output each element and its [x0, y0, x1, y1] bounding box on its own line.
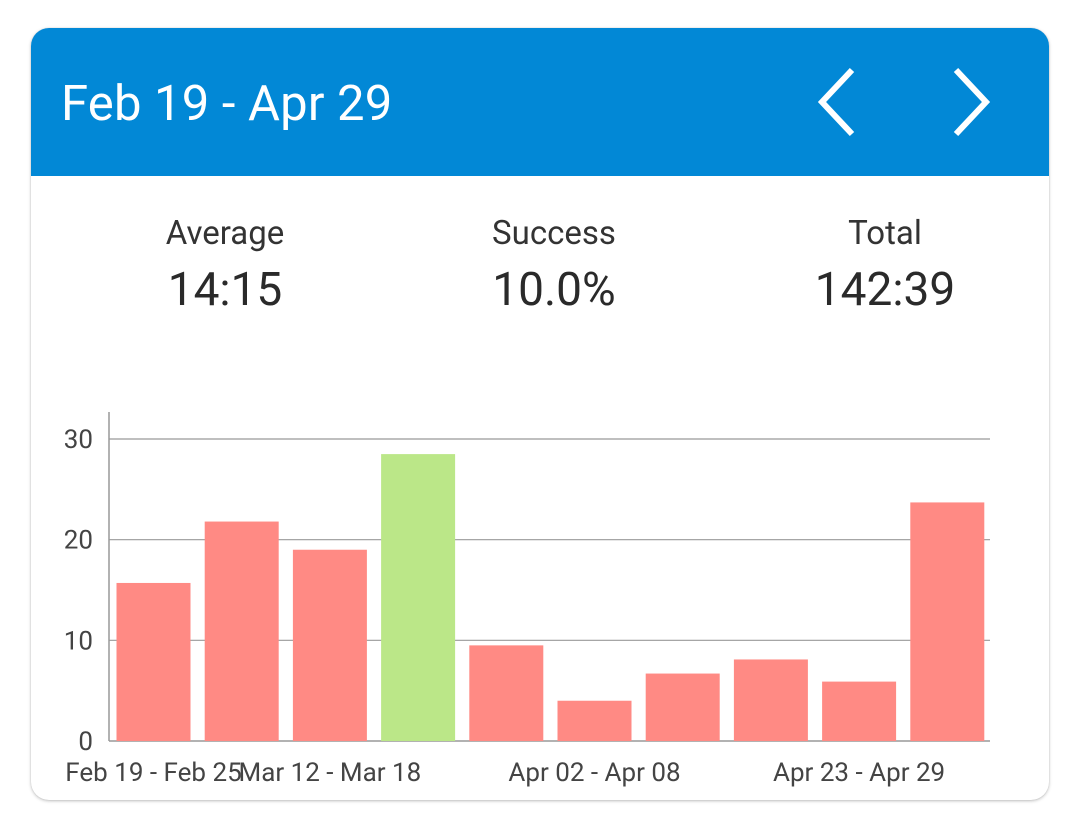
bar [116, 582, 191, 741]
stat-success: Success 10.0% [404, 214, 704, 318]
stat-average: Average 14:15 [75, 214, 375, 318]
stats-card: Feb 19 - Apr 29 Average 14:15 Success 10… [31, 28, 1049, 800]
chevron-left-icon [817, 67, 855, 137]
bar [645, 673, 720, 741]
date-range-title: Feb 19 - Apr 29 [61, 75, 393, 132]
y-tick-label: 30 [64, 425, 93, 455]
y-tick-label: 10 [64, 626, 93, 656]
x-tick-label: Feb 19 - Feb 25 [65, 758, 241, 788]
bar [910, 502, 985, 741]
stat-total: Total 142:39 [735, 214, 1035, 318]
bar [733, 659, 808, 741]
x-tick-label: Apr 23 - Apr 29 [773, 758, 945, 788]
bar [381, 454, 456, 741]
bar [469, 645, 544, 741]
stat-value: 10.0% [492, 263, 616, 317]
chevron-right-icon [953, 67, 991, 137]
stat-label: Success [492, 214, 616, 253]
x-tick-label: Mar 12 - Mar 18 [239, 758, 422, 788]
x-tick-label: Apr 02 - Apr 08 [508, 758, 680, 788]
stat-value: 142:39 [814, 263, 956, 317]
stat-value: 14:15 [167, 263, 283, 317]
previous-range-button[interactable] [816, 64, 872, 140]
bar [822, 681, 897, 741]
stat-label: Total [848, 214, 922, 253]
bar [557, 700, 632, 741]
date-range-header: Feb 19 - Apr 29 [31, 28, 1049, 176]
bar [292, 549, 367, 741]
next-range-button[interactable] [938, 64, 994, 140]
y-tick-label: 0 [78, 727, 93, 757]
y-tick-label: 20 [64, 526, 93, 556]
bar [204, 521, 279, 741]
stat-label: Average [165, 214, 285, 253]
